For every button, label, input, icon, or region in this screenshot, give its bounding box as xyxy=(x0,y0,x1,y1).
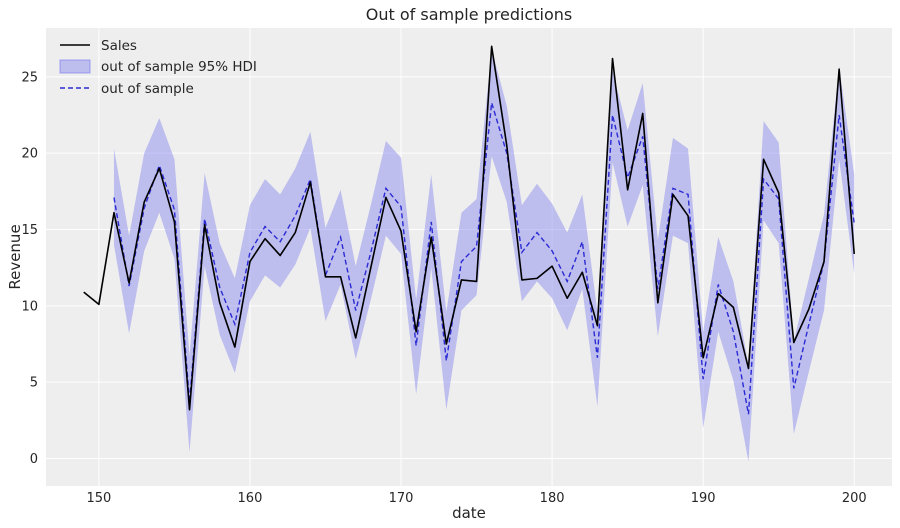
chart-title: Out of sample predictions xyxy=(366,5,572,24)
x-axis-label: date xyxy=(452,504,486,522)
legend-label-sales: Sales xyxy=(101,38,137,54)
legend-label-hdi: out of sample 95% HDI xyxy=(101,59,257,75)
x-tick-label: 200 xyxy=(842,491,867,506)
x-tick-label: 180 xyxy=(540,491,565,506)
y-tick-label: 20 xyxy=(21,147,38,162)
x-tick-label: 160 xyxy=(238,491,263,506)
y-axis-label: Revenue xyxy=(6,224,24,289)
hdi-band xyxy=(113,49,855,462)
y-tick-label: 0 xyxy=(30,452,38,467)
y-tick-label: 5 xyxy=(30,376,38,391)
legend-swatch-hdi xyxy=(59,59,91,74)
series-line-out-of-sample xyxy=(113,102,855,415)
x-tick-label: 170 xyxy=(389,491,414,506)
y-tick-label: 15 xyxy=(21,223,38,238)
legend: Sales out of sample 95% HDI out of sampl… xyxy=(59,38,257,97)
plot-area xyxy=(46,28,892,486)
series-line-sales xyxy=(83,45,856,411)
hdi-layer xyxy=(113,49,855,462)
series-layer xyxy=(83,45,856,415)
x-tick-label: 190 xyxy=(691,491,716,506)
y-tick-label: 10 xyxy=(21,299,38,314)
legend-label-out-of-sample: out of sample xyxy=(101,81,194,97)
x-tick-label: 150 xyxy=(86,491,111,506)
ticks-layer: 150 160 170 180 190 200 0 5 10 15 20 25 xyxy=(21,70,866,506)
y-tick-label: 25 xyxy=(21,70,38,85)
